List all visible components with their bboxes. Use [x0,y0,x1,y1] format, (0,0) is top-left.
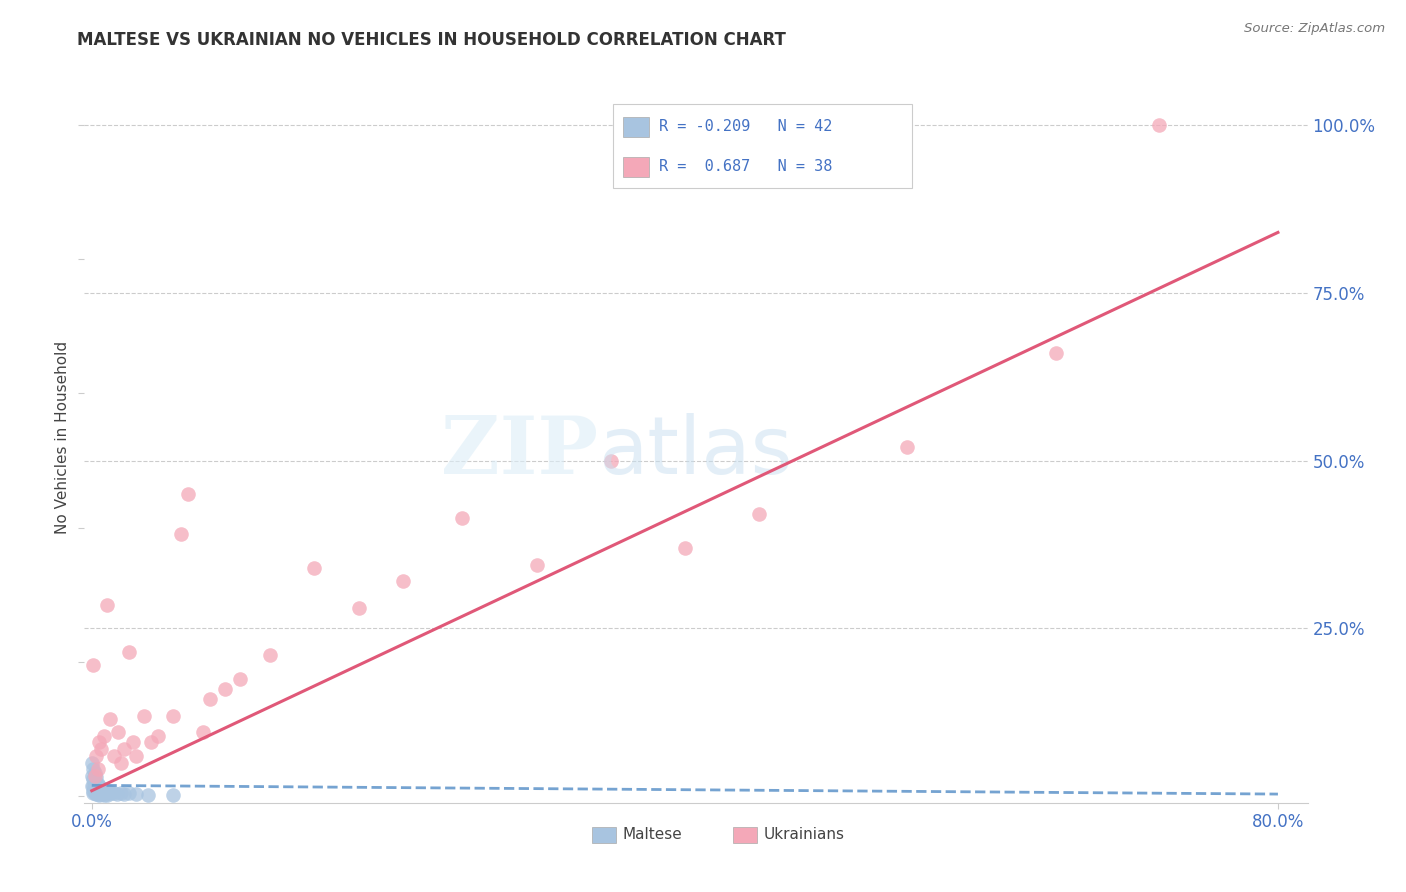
Point [118,786,141,800]
Point [347,601,370,615]
Point [91,782,114,797]
Point [84,770,107,784]
Point [83,786,105,800]
Point [200,691,222,706]
Point [162,788,184,802]
Point [89,783,111,797]
Point [96,598,118,612]
Point [90,780,112,795]
Text: Source: ZipAtlas.com: Source: ZipAtlas.com [1244,22,1385,36]
Point [191,725,214,739]
Point [132,708,155,723]
Point [83,780,105,795]
Point [302,561,325,575]
Point [90,786,112,800]
Text: Ukrainians: Ukrainians [763,828,844,842]
Point [110,786,132,800]
Point [139,735,162,749]
Point [93,783,115,797]
Point [82,772,104,787]
Point [112,787,135,801]
Point [392,574,415,589]
Point [526,558,548,572]
Point [82,783,104,797]
Text: atlas: atlas [598,413,793,491]
Point [748,508,770,522]
Point [1149,118,1171,132]
Point [82,658,104,673]
Point [86,782,108,797]
Point [86,777,108,791]
Point [84,787,107,801]
Point [148,729,170,743]
Point [162,708,184,723]
Y-axis label: No Vehicles in Household: No Vehicles in Household [55,341,70,533]
Point [451,510,474,524]
Point [90,742,112,756]
Point [229,672,252,686]
Point [1045,346,1067,360]
Point [98,785,121,799]
Point [97,786,120,800]
Point [105,787,128,801]
Point [84,783,107,797]
Point [94,785,117,799]
FancyBboxPatch shape [613,104,912,188]
Point [82,762,104,776]
Point [103,786,125,800]
Point [93,788,115,802]
Point [673,541,696,555]
Bar [733,827,758,843]
Point [82,779,104,793]
Point [100,786,122,800]
Point [86,762,108,776]
Point [89,788,111,802]
Point [107,725,129,739]
Bar [623,157,650,178]
Text: MALTESE VS UKRAINIAN NO VEHICLES IN HOUSEHOLD CORRELATION CHART: MALTESE VS UKRAINIAN NO VEHICLES IN HOUS… [77,31,786,49]
Point [170,527,193,541]
Point [86,787,108,801]
Point [96,783,118,797]
Bar [623,117,650,137]
Point [83,765,105,780]
Point [118,645,141,659]
Point [112,742,135,756]
Point [125,787,148,801]
Point [84,779,107,793]
Point [80,756,103,770]
Point [103,748,125,763]
Point [80,769,103,783]
Point [122,735,145,749]
Point [89,735,111,749]
Point [896,440,918,454]
Point [89,779,111,793]
Text: R =  0.687   N = 38: R = 0.687 N = 38 [659,159,832,174]
Text: ZIP: ZIP [441,413,598,491]
Text: Maltese: Maltese [623,828,682,842]
Point [110,756,132,770]
Point [98,712,121,726]
Point [91,787,114,801]
Point [214,681,236,696]
Point [80,779,103,793]
Point [599,453,621,467]
Point [136,788,159,802]
Point [83,775,105,789]
Point [84,748,107,763]
Point [259,648,281,662]
Point [82,786,104,800]
Text: R = -0.209   N = 42: R = -0.209 N = 42 [659,119,832,134]
Bar [592,827,616,843]
Point [83,769,105,783]
Point [177,487,200,501]
Point [96,788,118,802]
Point [93,729,115,743]
Point [125,748,148,763]
